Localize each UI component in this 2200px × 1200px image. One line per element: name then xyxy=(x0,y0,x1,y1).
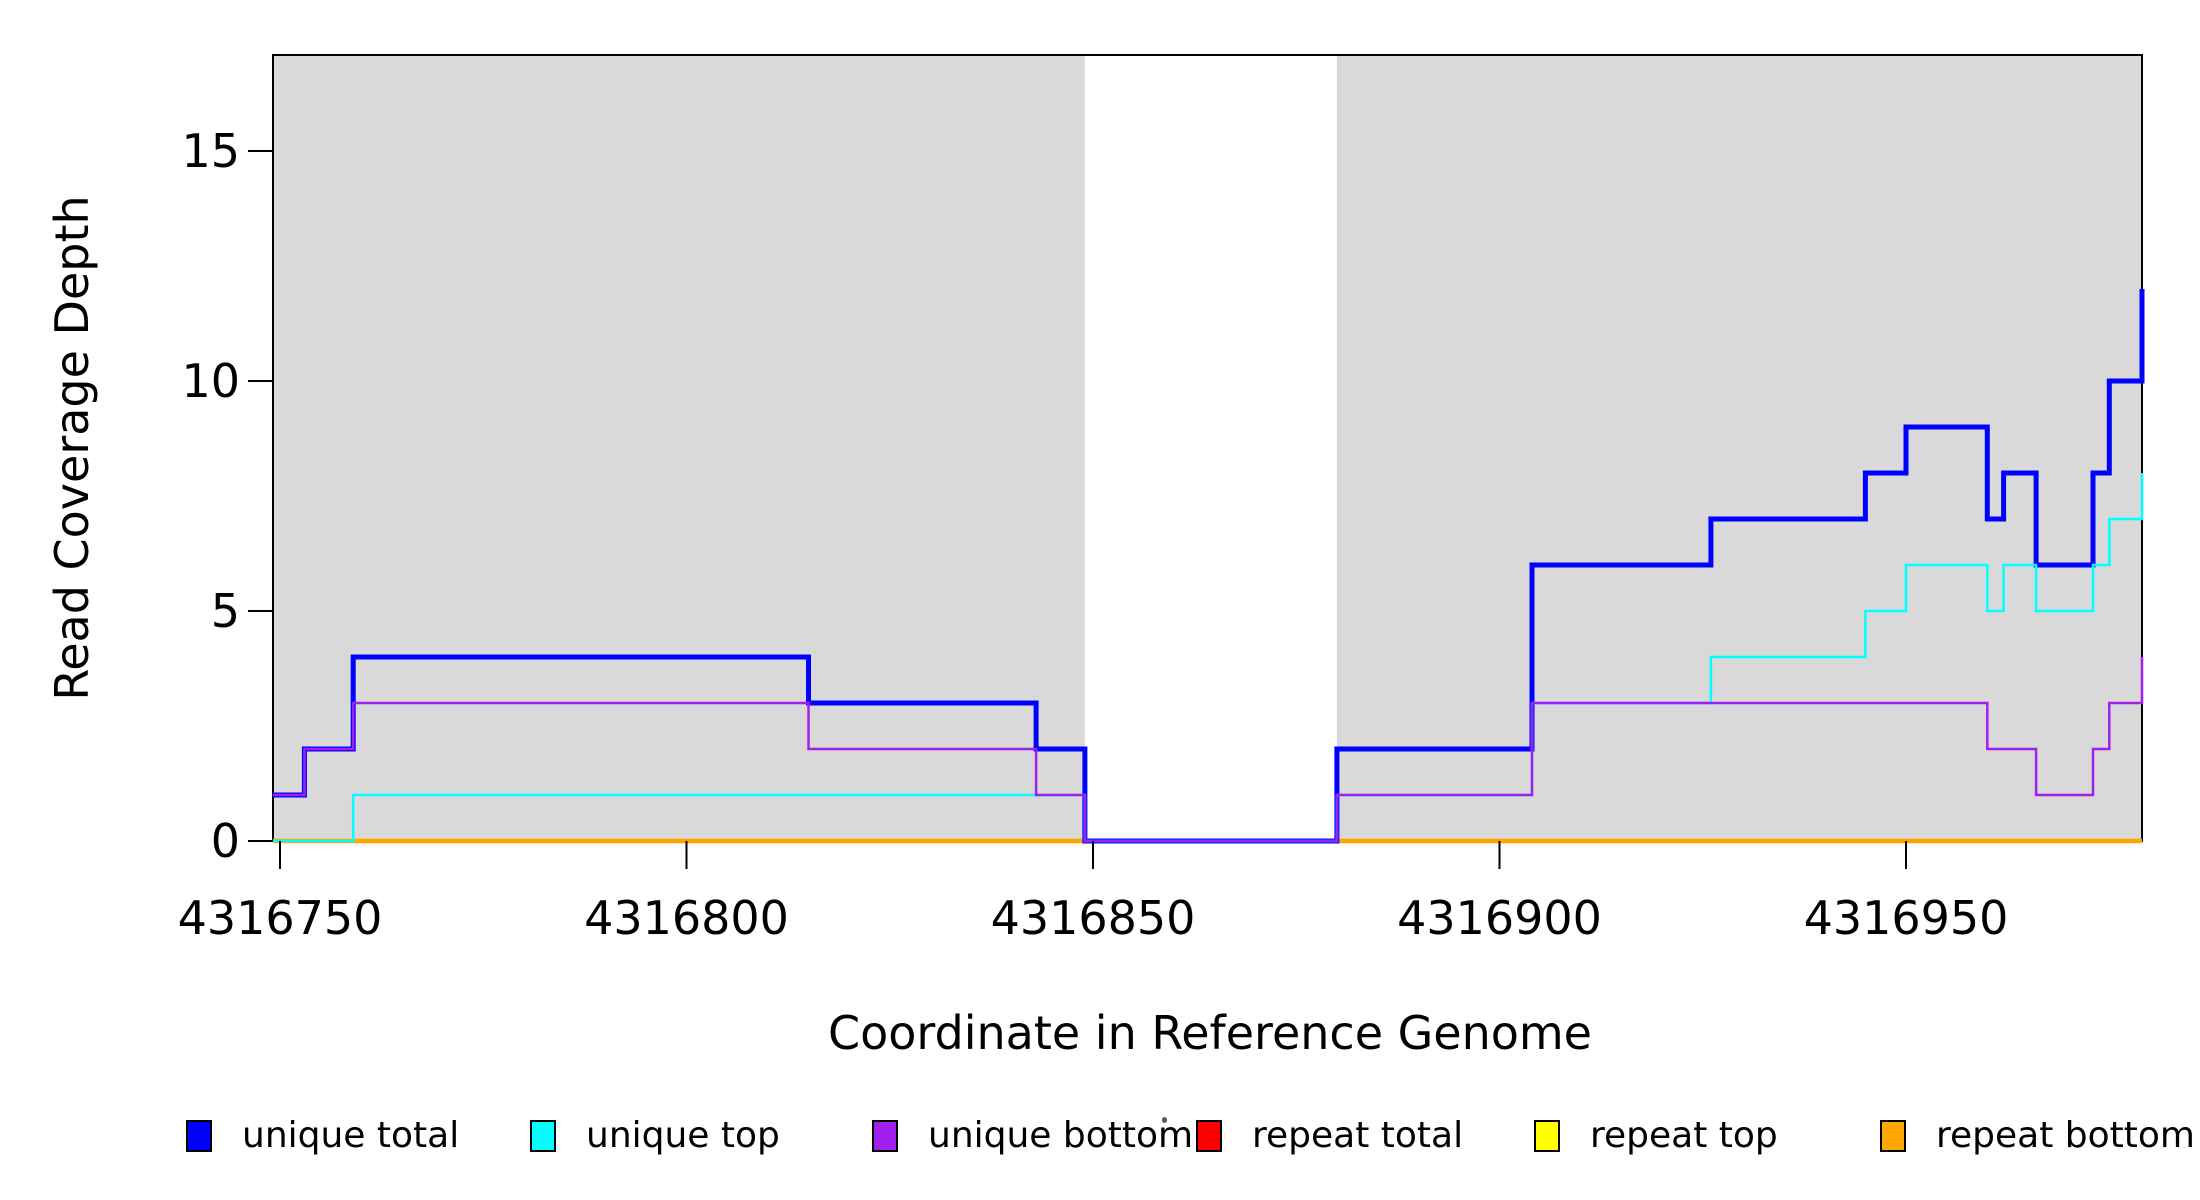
x-tick-label: 4316750 xyxy=(178,891,383,945)
y-tick-label: 5 xyxy=(211,584,240,638)
shaded-region-2 xyxy=(1336,55,2142,841)
y-tick-label: 0 xyxy=(211,814,240,868)
step-line-unique-top xyxy=(273,473,2144,843)
x-axis-title: Coordinate in Reference Genome xyxy=(828,1006,1592,1060)
y-tick-label: 15 xyxy=(181,124,240,178)
x-tick-label: 4316850 xyxy=(991,891,1196,945)
stray-dot-artifact xyxy=(1162,1117,1167,1123)
shaded-region-1 xyxy=(273,55,1085,841)
y-tick-label: 10 xyxy=(181,354,240,408)
x-tick-label: 4316900 xyxy=(1397,891,1602,945)
x-tick-label: 4316950 xyxy=(1804,891,2009,945)
step-line-unique-total xyxy=(273,289,2145,844)
step-line-unique-bottom xyxy=(273,657,2144,843)
x-tick-label: 4316800 xyxy=(584,891,789,945)
y-axis-title: Read Coverage Depth xyxy=(45,195,99,701)
